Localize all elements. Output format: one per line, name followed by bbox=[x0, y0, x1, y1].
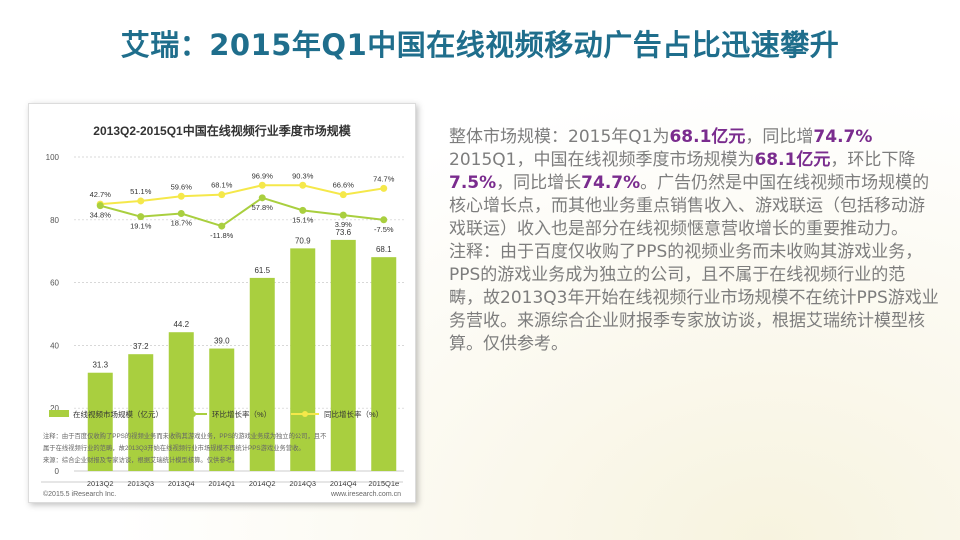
footnote-line: 来源：综合企业财报及专家访谈，根据艾瑞统计模型核算。仅供参考。 bbox=[43, 455, 238, 464]
legend-yoy-marker bbox=[302, 411, 308, 417]
mom-line bbox=[99, 196, 384, 228]
x-tick-label: 2015Q1e bbox=[368, 479, 399, 488]
bar-value-label: 70.9 bbox=[295, 236, 311, 245]
bar-value-label: 39.0 bbox=[214, 337, 230, 346]
y-tick-label: 0 bbox=[55, 467, 60, 476]
bar bbox=[168, 332, 194, 471]
yoy-point bbox=[380, 184, 388, 192]
y-tick-label: 100 bbox=[46, 153, 60, 162]
yoy-point bbox=[137, 197, 145, 205]
bar-value-label: 37.2 bbox=[133, 342, 149, 351]
detail-text-3: ，同比增长 bbox=[496, 173, 582, 193]
bar-value-label: 73.6 bbox=[335, 228, 351, 237]
footnote-line: 注释：由于百度仅收购了PPS的视频业务而未收购其游戏业务，PPS的游戏业务成为独… bbox=[43, 431, 327, 440]
bar-line-chart: 2013Q2-2015Q1中国在线视频行业季度市场规模 0 20 40 60 80 100 3… bbox=[41, 123, 404, 498]
yoy-point bbox=[339, 191, 347, 199]
bar-value-label: 61.5 bbox=[254, 266, 270, 275]
yoy-label: 51.1% bbox=[130, 187, 152, 196]
detail-text-4: 。广告仍然是中国在线视频市场规模的核心增长点，而其他业务重点销售收入、游戏联运（… bbox=[449, 173, 930, 239]
bar-value-label: 68.1 bbox=[376, 245, 392, 254]
x-tick-label: 2014Q3 bbox=[289, 479, 316, 488]
x-tick-label: 2014Q2 bbox=[249, 479, 276, 488]
summary-paragraph: 整体市场规模：2015年Q1为68.1亿元，同比增74.7% bbox=[449, 126, 939, 149]
mom-label: 57.8% bbox=[252, 203, 274, 212]
yoy-label: 90.3% bbox=[292, 171, 314, 180]
y-tick-label: 20 bbox=[50, 404, 59, 413]
slide-title: 艾瑞：2015年Q1中国在线视频移动广告占比迅速攀升 bbox=[120, 28, 840, 62]
note-paragraph: 注释：由于百度仅收购了PPS的视频业务而未收购其游戏业务，PPS的游戏业务成为独… bbox=[449, 242, 939, 354]
mom-point bbox=[380, 216, 388, 224]
mom-point bbox=[258, 194, 266, 202]
bar bbox=[290, 248, 316, 471]
x-tick-label: 2014Q1 bbox=[208, 479, 235, 488]
chart-title: 2013Q2-2015Q1中国在线视频行业季度市场规模 bbox=[93, 123, 351, 138]
yoy-label: 66.6% bbox=[333, 181, 355, 190]
mom-label: -7.5% bbox=[374, 225, 394, 234]
legend-mom-label: 环比增长率（%） bbox=[212, 409, 271, 419]
y-tick-label: 60 bbox=[50, 279, 59, 288]
summary-highlight-value: 68.1亿元 bbox=[669, 127, 746, 147]
detail-paragraph: 2015Q1，中国在线视频季度市场规模为68.1亿元，环比下降 7.5%，同比增长… bbox=[449, 149, 939, 241]
y-tick-label: 40 bbox=[50, 341, 59, 350]
legend-mom-marker bbox=[190, 411, 196, 417]
bar bbox=[128, 354, 154, 471]
legend-bar-swatch bbox=[49, 410, 69, 417]
chart-card: 2013Q2-2015Q1中国在线视频行业季度市场规模 0 20 40 60 80 100 3… bbox=[28, 103, 416, 503]
yoy-point bbox=[258, 181, 266, 189]
bar-value-label: 31.3 bbox=[92, 361, 108, 370]
mom-label: 15.1% bbox=[292, 215, 314, 224]
detail-highlight-value: 68.1亿元 bbox=[754, 150, 831, 170]
mom-label: 3.9% bbox=[335, 220, 352, 229]
summary-highlight-yoy: 74.7% bbox=[813, 127, 873, 147]
yoy-point bbox=[177, 192, 185, 200]
mom-point bbox=[299, 206, 307, 214]
detail-text-1: 2015Q1，中国在线视频季度市场规模为 bbox=[449, 150, 755, 170]
x-tick-label: 2013Q3 bbox=[127, 479, 154, 488]
bar bbox=[330, 239, 356, 471]
bar bbox=[87, 372, 113, 471]
legend-bar-label: 在线视频市场规模（亿元） bbox=[73, 409, 163, 419]
x-tick-label: 2014Q4 bbox=[330, 479, 357, 488]
mom-point bbox=[137, 213, 145, 221]
summary-text: 整体市场规模：2015年Q1为 bbox=[449, 127, 670, 147]
yoy-point bbox=[299, 181, 307, 189]
website-text: www.iresearch.com.cn bbox=[330, 491, 401, 498]
x-tick-label: 2013Q2 bbox=[87, 479, 114, 488]
bar-value-label: 44.2 bbox=[173, 320, 189, 329]
yoy-label: 96.9% bbox=[252, 171, 274, 180]
yoy-label: 68.1% bbox=[211, 181, 233, 190]
summary-text-2: ，同比增 bbox=[745, 127, 814, 147]
mom-label: 18.7% bbox=[171, 219, 193, 228]
detail-text-2: ，环比下降 bbox=[830, 150, 916, 170]
mom-label: 19.1% bbox=[130, 222, 152, 231]
bar bbox=[249, 277, 275, 471]
copyright-text: ©2015.5 iResearch Inc. bbox=[43, 490, 116, 498]
detail-highlight-yoy: 74.7% bbox=[581, 173, 641, 193]
mom-point bbox=[177, 210, 185, 218]
y-tick-label: 80 bbox=[50, 216, 59, 225]
description-text: 整体市场规模：2015年Q1为68.1亿元，同比增74.7% 2015Q1，中国… bbox=[449, 126, 939, 356]
mom-point bbox=[218, 222, 226, 230]
x-tick-label: 2013Q4 bbox=[168, 479, 195, 488]
yoy-point bbox=[218, 191, 226, 199]
bar bbox=[209, 348, 235, 471]
yoy-line bbox=[100, 184, 384, 206]
footnote-line: 属于在线视频行业的范畴，故2013Q3开始在线视频行业市场规模不再统计PPS游戏… bbox=[43, 443, 305, 452]
mom-label: -11.8% bbox=[210, 231, 234, 240]
detail-highlight-mom: 7.5% bbox=[449, 173, 497, 193]
yoy-label: 42.7% bbox=[90, 190, 112, 199]
mom-label: 34.8% bbox=[90, 211, 112, 220]
mom-point bbox=[96, 202, 104, 210]
yoy-label: 59.6% bbox=[171, 182, 193, 191]
legend-yoy-label: 同比增长率（%） bbox=[324, 409, 383, 419]
yoy-label: 74.7% bbox=[373, 174, 395, 183]
bar bbox=[371, 257, 397, 471]
mom-point bbox=[339, 211, 347, 219]
